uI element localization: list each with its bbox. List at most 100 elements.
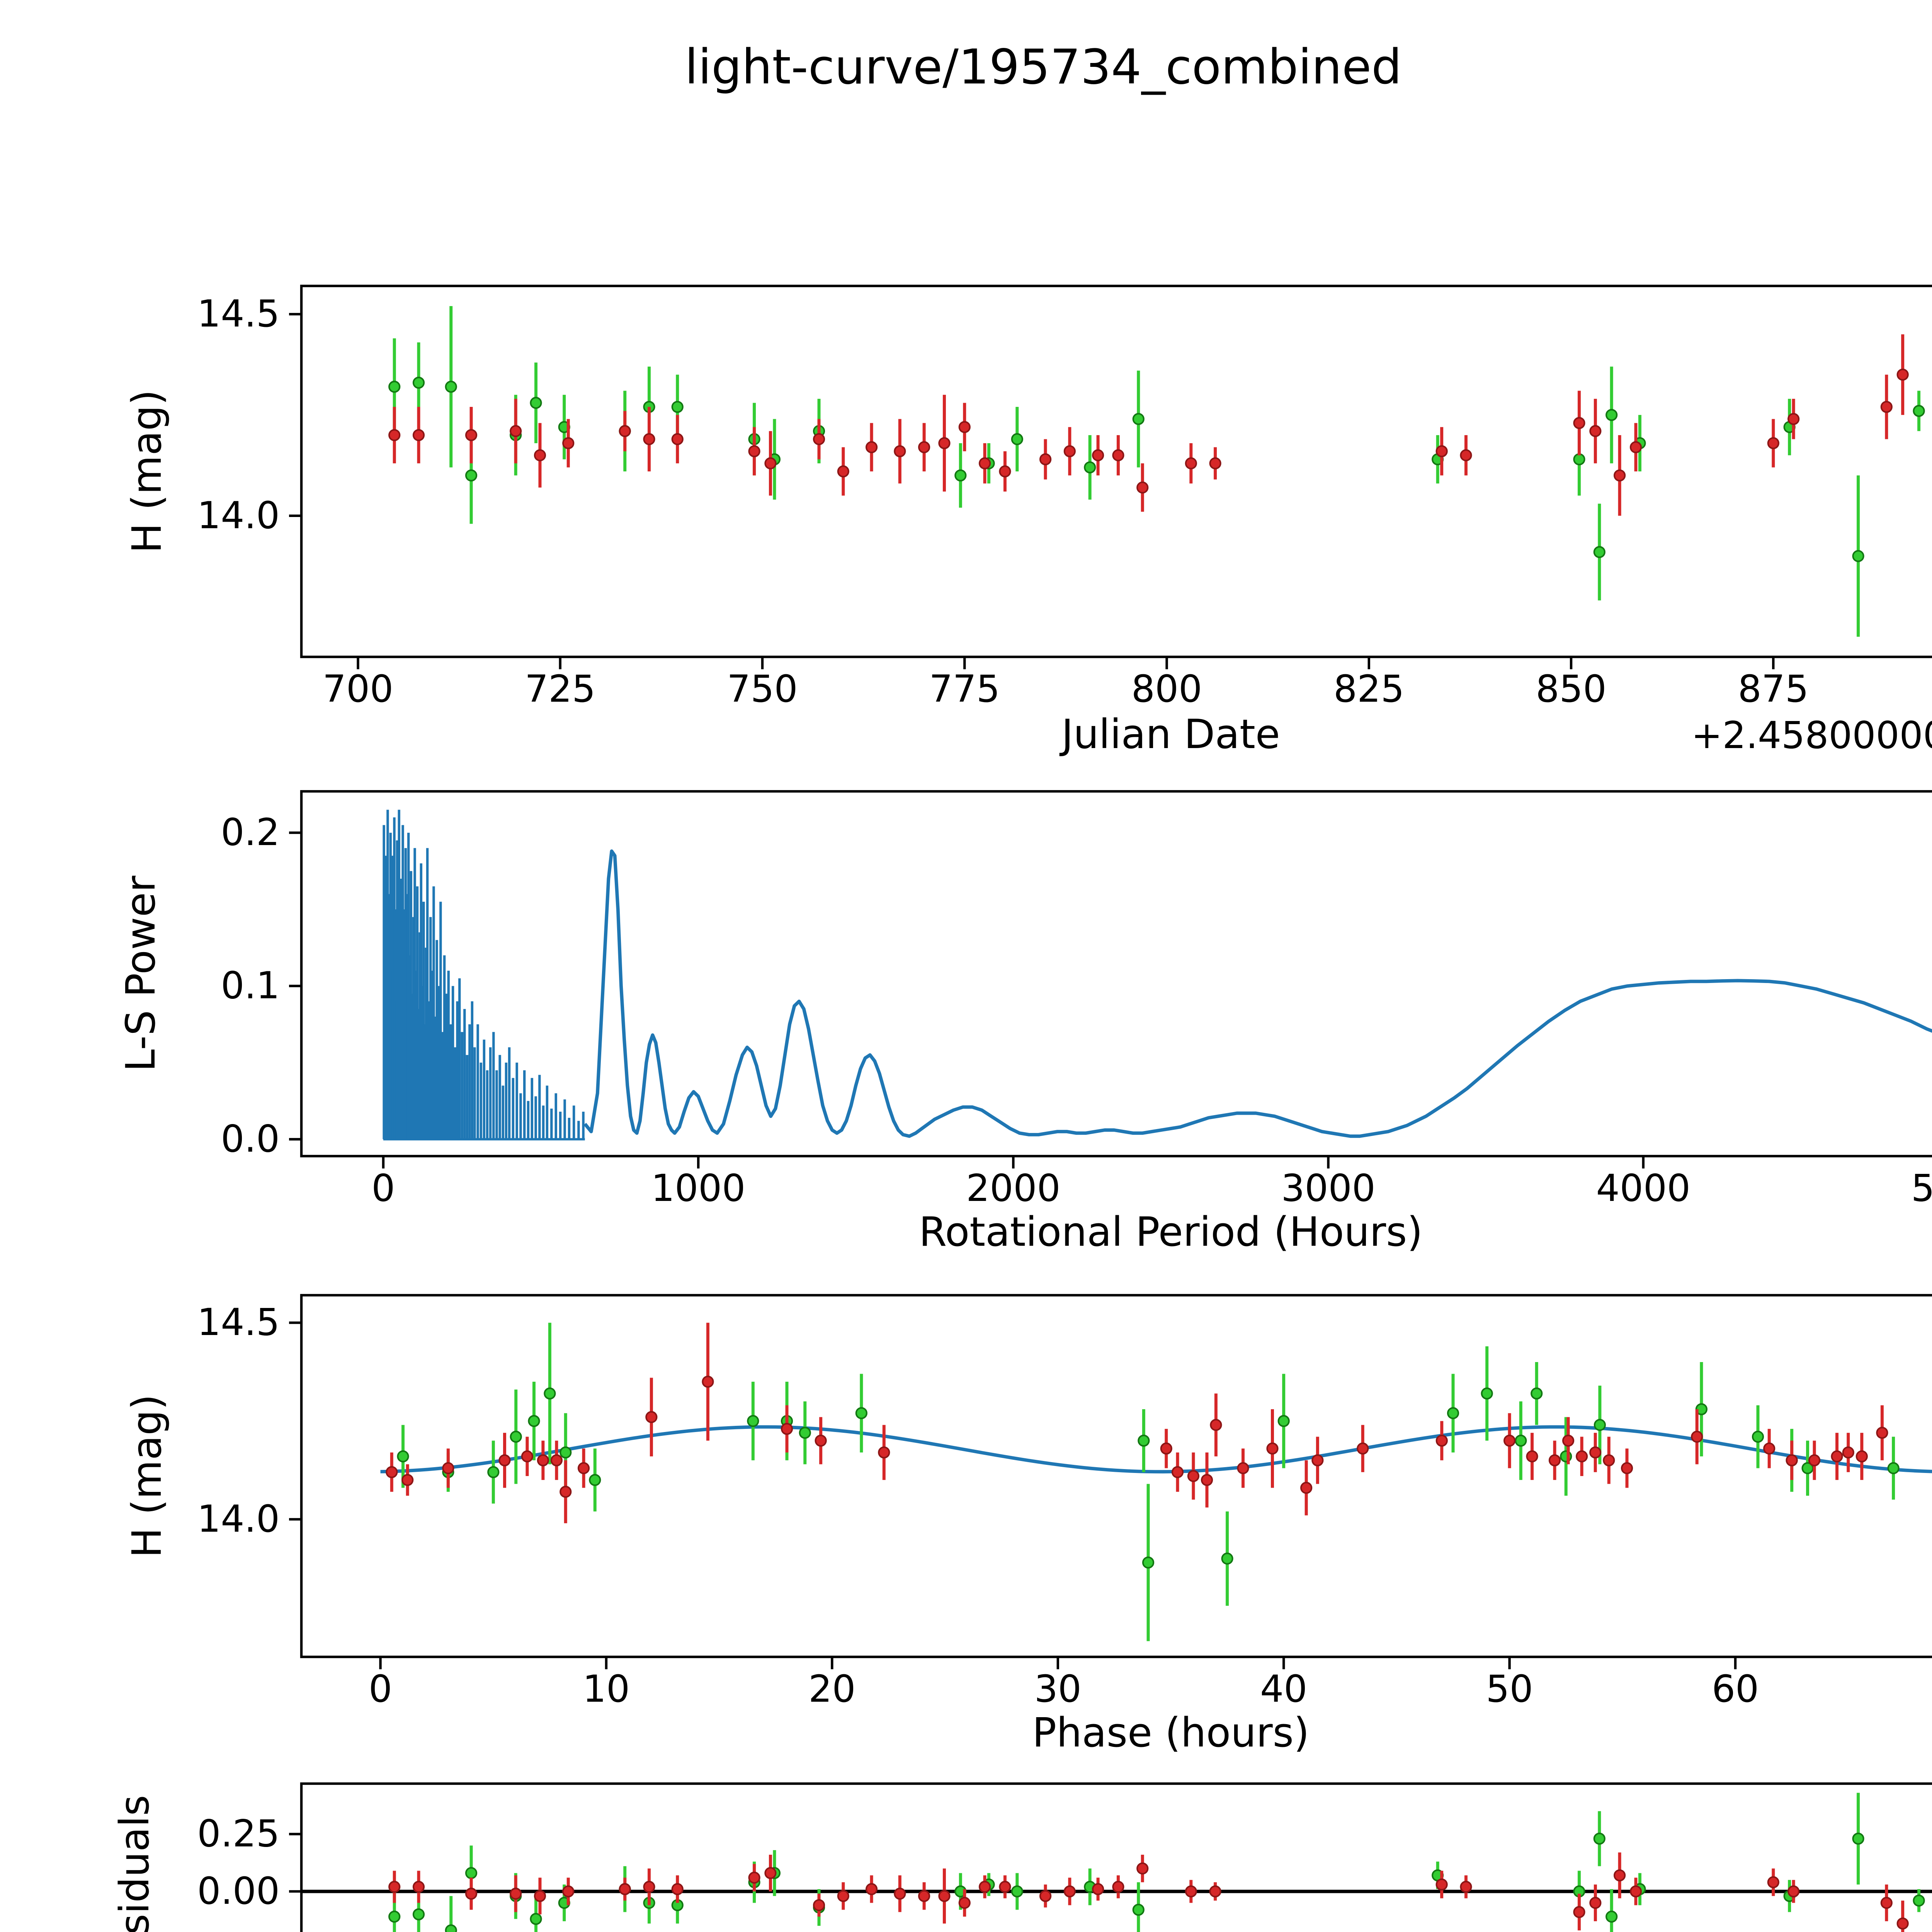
y-tick-label: 14.0: [197, 1497, 280, 1541]
x-tick-label: 60: [1712, 1667, 1759, 1711]
data-point: [1092, 1883, 1104, 1895]
data-point: [1185, 457, 1197, 469]
data-point: [1887, 1462, 1900, 1475]
data-point: [487, 1466, 500, 1478]
plot-border: [300, 1294, 1932, 1658]
data-point: [465, 1888, 478, 1900]
data-point: [1531, 1387, 1543, 1400]
data-point: [388, 1910, 401, 1923]
data-point: [560, 1486, 572, 1498]
data-point: [521, 1450, 534, 1463]
data-point: [1880, 401, 1893, 413]
data-point: [1063, 445, 1076, 457]
data-point: [1185, 1885, 1197, 1898]
data-point: [550, 1454, 563, 1466]
data-point: [1171, 1466, 1184, 1478]
data-point: [1011, 1885, 1023, 1898]
data-point: [1503, 1434, 1516, 1447]
x-tick-label: 1000: [651, 1167, 745, 1210]
data-point: [1589, 1897, 1602, 1909]
x-tick-label: 775: [929, 667, 1000, 711]
data-point: [388, 1881, 401, 1893]
data-point: [619, 1883, 631, 1895]
data-point: [1266, 1442, 1279, 1455]
data-point: [1605, 1910, 1618, 1923]
periodogram-curve: [583, 849, 1932, 1138]
y-tick-label: 14.5: [197, 292, 280, 335]
data-point: [1460, 1881, 1472, 1893]
data-point: [979, 457, 991, 469]
data-point: [1593, 1832, 1605, 1845]
data-point: [799, 1427, 811, 1439]
data-point: [1855, 1450, 1868, 1463]
markers-red: [386, 1376, 1888, 1498]
data-point: [465, 469, 478, 482]
y-axis-label: L-S Power: [117, 876, 164, 1071]
data-point: [445, 381, 457, 393]
markers-red: [388, 1862, 1909, 1930]
data-point: [878, 1446, 890, 1459]
data-point: [979, 1881, 991, 1893]
data-point: [999, 465, 1011, 478]
data-point: [412, 376, 425, 389]
data-point: [1138, 1434, 1150, 1447]
y-tick-label: 0.2: [221, 811, 280, 854]
data-point: [1142, 1556, 1155, 1569]
data-point: [1852, 550, 1864, 562]
data-point: [894, 445, 906, 457]
data-point: [748, 445, 760, 457]
data-point: [1548, 1454, 1561, 1466]
errorbars-green: [393, 1793, 1921, 1932]
data-point: [764, 1867, 777, 1879]
data-point: [1039, 1890, 1052, 1902]
data-point: [958, 421, 971, 433]
data-point: [1880, 1897, 1893, 1909]
data-point: [1752, 1430, 1764, 1443]
data-point: [1787, 1885, 1800, 1898]
data-point: [938, 1890, 951, 1902]
data-point: [1063, 1885, 1076, 1898]
data-point: [1209, 1885, 1221, 1898]
data-point: [1876, 1427, 1888, 1439]
data-point: [747, 1415, 759, 1427]
x-tick-label: 0: [369, 1667, 392, 1711]
data-point: [1435, 1878, 1448, 1891]
data-point: [1614, 1869, 1626, 1882]
data-point: [865, 1883, 878, 1895]
data-point: [510, 1888, 522, 1900]
data-point: [1136, 481, 1149, 494]
data-point: [401, 1474, 414, 1486]
data-point: [544, 1387, 556, 1400]
x-tick-label: 0: [371, 1167, 395, 1210]
data-point: [1786, 1454, 1798, 1466]
errorbars-red: [390, 1323, 1884, 1524]
data-point: [619, 425, 631, 437]
y-tick-label: 0.25: [197, 1812, 280, 1855]
data-point: [1767, 437, 1779, 449]
data-point: [534, 1890, 546, 1902]
data-point: [562, 437, 575, 449]
data-point: [1160, 1442, 1172, 1455]
x-tick-label: 850: [1536, 667, 1606, 711]
data-point: [1460, 449, 1472, 461]
data-point: [1808, 1454, 1821, 1466]
markers-green: [388, 1832, 1925, 1932]
data-point: [702, 1376, 714, 1388]
y-axis-label: Residuals: [111, 1795, 158, 1932]
panel-residuals: 700725750775800825850875900−0.250.000.25…: [111, 1782, 1932, 1932]
data-point: [465, 429, 478, 441]
data-point: [1526, 1450, 1538, 1463]
data-point: [537, 1454, 549, 1466]
data-point: [815, 1434, 827, 1447]
data-point: [1603, 1454, 1615, 1466]
data-point: [671, 401, 684, 413]
data-point: [1573, 417, 1585, 429]
panel-light-curve: 70072575077580082585087590014.014.5Julia…: [123, 284, 1932, 758]
x-tick-label: 50: [1486, 1667, 1533, 1711]
data-point: [1896, 1917, 1909, 1930]
data-point: [764, 457, 777, 469]
data-point: [1831, 1450, 1843, 1463]
y-tick-label: 14.0: [197, 494, 280, 537]
data-point: [938, 437, 951, 449]
